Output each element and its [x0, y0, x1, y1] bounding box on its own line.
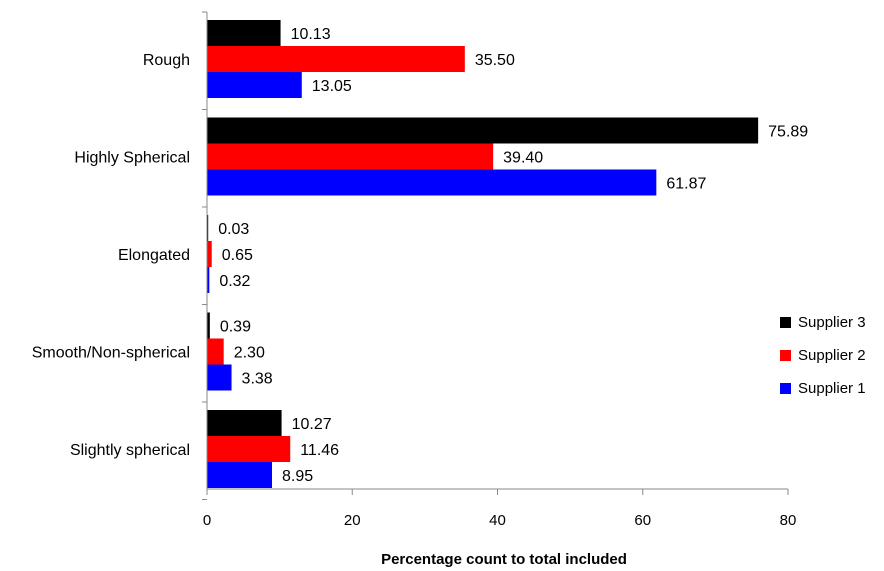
bar-supplier-3-slightly-spherical — [207, 410, 282, 436]
category-label-highly-spherical: Highly Spherical — [74, 150, 190, 167]
value-label-supplier-3-rough: 10.13 — [291, 26, 331, 43]
legend: Supplier 3 Supplier 2 Supplier 1 — [780, 314, 866, 397]
value-label-supplier-3-elongated: 0.03 — [218, 221, 249, 238]
category-labels-group: Rough Highly Spherical Elongated Smooth/Non… — [32, 52, 190, 459]
bar-supplier-2-highly-spherical — [207, 143, 494, 170]
bar-supplier-2-elongated — [207, 241, 212, 267]
value-label-supplier-2-slightly-spherical: 11.46 — [300, 442, 339, 459]
value-label-supplier-3-highly-spherical: 75.89 — [768, 124, 808, 141]
value-label-supplier-1-slightly-spherical: 8.95 — [282, 468, 313, 485]
legend-label-supplier-3: Supplier 3 — [798, 314, 866, 331]
bar-supplier-1-slightly-spherical — [207, 462, 272, 488]
bar-supplier-1-elongated — [207, 267, 210, 293]
x-tick-label: 80 — [780, 512, 797, 529]
legend-swatch-supplier-1 — [780, 383, 791, 394]
bar-supplier-2-smooth-non-spherical — [207, 338, 224, 365]
value-label-supplier-2-highly-spherical: 39.40 — [503, 150, 543, 167]
value-labels-group: 10.13 35.50 13.05 75.89 39.40 61.87 0.03 0.65 0.… — [218, 26, 808, 485]
bar-supplier-1-rough — [207, 72, 302, 98]
legend-swatch-supplier-2 — [780, 350, 791, 361]
bar-supplier-3-smooth-non-spherical — [207, 312, 210, 339]
bar-supplier-1-highly-spherical — [207, 169, 657, 196]
value-label-supplier-1-smooth-non-spherical: 3.38 — [242, 371, 273, 388]
x-tick-label: 0 — [203, 512, 211, 529]
value-label-supplier-1-highly-spherical: 61.87 — [666, 176, 706, 193]
x-tick-label: 60 — [634, 512, 651, 529]
bar-supplier-2-slightly-spherical — [207, 436, 291, 462]
bar-supplier-3-rough — [207, 20, 281, 46]
legend-label-supplier-2: Supplier 2 — [798, 347, 866, 364]
legend-label-supplier-1: Supplier 1 — [798, 380, 866, 397]
value-label-supplier-2-rough: 35.50 — [475, 52, 515, 69]
value-label-supplier-1-elongated: 0.32 — [219, 273, 250, 290]
value-label-supplier-3-smooth-non-spherical: 0.39 — [220, 319, 251, 336]
legend-swatch-supplier-3 — [780, 317, 791, 328]
x-ticks-group: 0 20 40 60 80 — [203, 489, 797, 529]
value-label-supplier-2-elongated: 0.65 — [222, 247, 253, 264]
bar-supplier-2-rough — [207, 46, 465, 72]
category-label-smooth-non-spherical: Smooth/Non-spherical — [32, 345, 190, 362]
x-axis-title: Percentage count to total included — [381, 551, 627, 568]
category-label-slightly-spherical: Slightly spherical — [70, 442, 190, 459]
value-label-supplier-2-smooth-non-spherical: 2.30 — [234, 345, 265, 362]
bars-group — [202, 11, 759, 500]
value-label-supplier-3-slightly-spherical: 10.27 — [292, 416, 332, 433]
x-tick-label: 40 — [489, 512, 506, 529]
value-label-supplier-1-rough: 13.05 — [312, 78, 352, 95]
bar-supplier-3-highly-spherical — [207, 117, 759, 144]
category-label-elongated: Elongated — [118, 247, 190, 264]
x-tick-label: 20 — [344, 512, 361, 529]
bar-supplier-1-smooth-non-spherical — [207, 364, 232, 391]
bar-supplier-3-elongated — [207, 215, 209, 241]
category-label-rough: Rough — [143, 52, 190, 69]
